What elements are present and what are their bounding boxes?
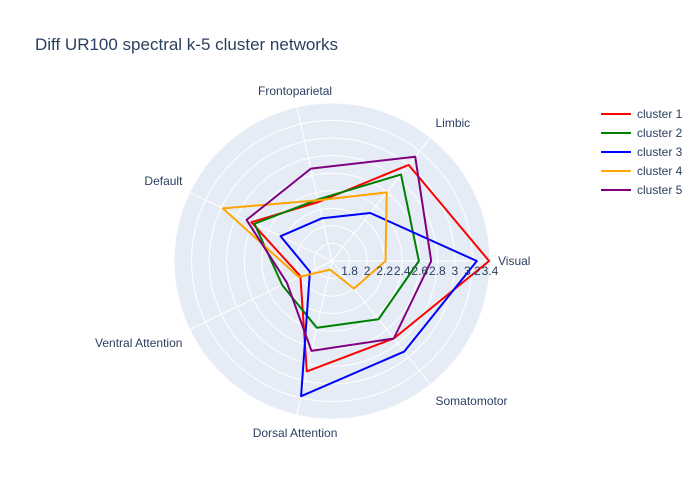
radial-tick-label: 3.4 — [482, 264, 499, 278]
radial-tick-label: 3 — [452, 264, 459, 278]
radial-tick-label: 2.6 — [411, 264, 428, 278]
legend-label: cluster 4 — [637, 164, 683, 178]
legend-item[interactable]: cluster 3 — [601, 145, 683, 159]
series-group — [221, 155, 491, 398]
axis-label: Default — [144, 174, 183, 188]
radial-tick-label: 3.2 — [464, 264, 481, 278]
radial-tick-label: 2.8 — [429, 264, 446, 278]
grid-spoke — [189, 191, 333, 262]
grid-spoke — [296, 106, 333, 262]
series-line — [279, 212, 478, 398]
grid-spoke — [189, 260, 333, 331]
series-line — [250, 163, 491, 373]
legend-item[interactable]: cluster 5 — [601, 183, 683, 197]
radial-tick-label: 2.4 — [394, 264, 411, 278]
grid-spoke — [331, 260, 431, 385]
legend-label: cluster 2 — [637, 126, 683, 140]
grid-spoke — [296, 260, 333, 416]
legend[interactable]: cluster 1 cluster 2 cluster 3 cluster 4 clus… — [601, 107, 683, 197]
legend-item[interactable]: cluster 4 — [601, 164, 683, 178]
legend-label: cluster 5 — [637, 183, 683, 197]
axis-label: Frontoparietal — [258, 84, 332, 98]
series-line — [245, 155, 433, 352]
axis-label: Somatomotor — [435, 394, 507, 408]
axis-label: Limbic — [435, 116, 470, 130]
axis-label: Ventral Attention — [95, 336, 182, 350]
axis-label: Dorsal Attention — [253, 426, 338, 440]
radial-tick-labels: 1.8 2 2.2 2.4 2.6 2.8 3 3.2 3.4 — [341, 264, 498, 278]
chart-title: Diff UR100 spectral k-5 cluster networks — [35, 35, 338, 54]
legend-label: cluster 1 — [637, 107, 683, 121]
axis-label: Visual — [498, 254, 530, 268]
radial-tick-label: 2.2 — [376, 264, 393, 278]
radial-tick-label: 2 — [364, 264, 371, 278]
angular-axis-labels: Visual Somatomotor Dorsal Attention Ventral… — [95, 84, 530, 440]
legend-item[interactable]: cluster 2 — [601, 126, 683, 140]
legend-label: cluster 3 — [637, 145, 683, 159]
legend-item[interactable]: cluster 1 — [601, 107, 683, 121]
radial-tick-label: 1.8 — [341, 264, 358, 278]
grid-spoke — [331, 137, 431, 262]
